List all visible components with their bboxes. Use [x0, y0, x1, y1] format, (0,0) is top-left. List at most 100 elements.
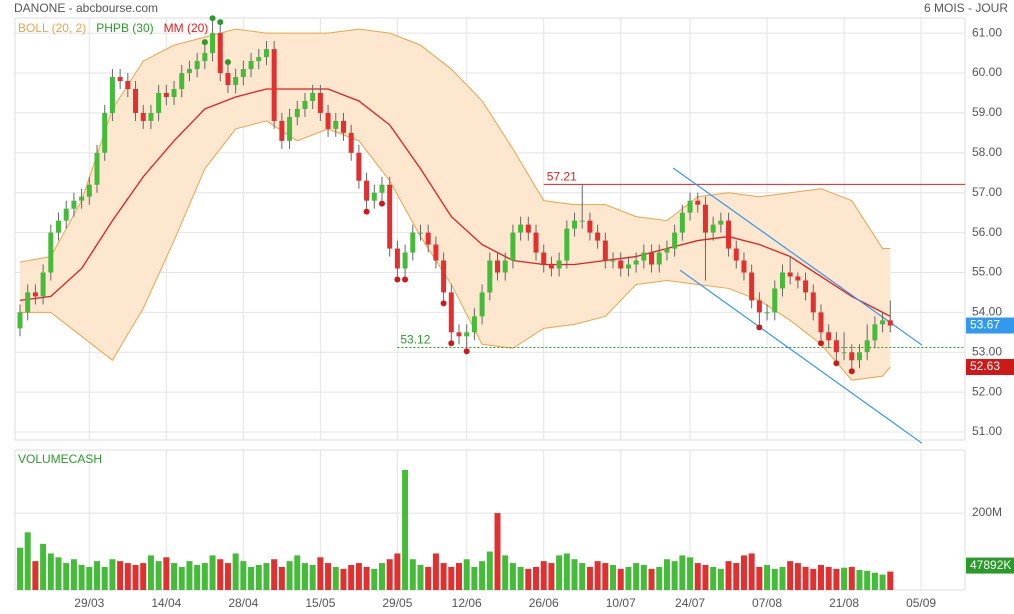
candle-body: [702, 204, 708, 233]
last-close-box: [966, 317, 1014, 334]
x-tick-label: 26/06: [529, 596, 559, 610]
candle-body: [402, 252, 408, 269]
candle-body: [718, 220, 724, 225]
candle-body: [140, 112, 146, 121]
candle-body: [279, 120, 285, 141]
candle-body: [864, 340, 870, 353]
volume-bar: [201, 563, 208, 590]
candle-body: [872, 324, 878, 341]
volume-bar: [448, 566, 455, 590]
candle-body: [240, 69, 246, 78]
candle-body: [94, 152, 100, 185]
candle-body: [32, 292, 38, 297]
candle-body: [79, 196, 85, 201]
candle-body: [163, 92, 169, 97]
y-tick-label: 53.00: [972, 344, 1002, 358]
volume-bar: [124, 563, 131, 590]
volume-bar: [286, 561, 293, 590]
candle-body: [433, 244, 439, 261]
candle-body: [741, 260, 747, 273]
phpb-low: [394, 276, 401, 283]
phpb-high: [224, 59, 231, 66]
candle-body: [256, 57, 262, 62]
volume-bar: [209, 555, 216, 590]
volume-bar: [47, 553, 54, 590]
volume-bar: [40, 543, 47, 590]
candle-body: [656, 252, 662, 265]
volume-bar: [802, 566, 809, 590]
volume-bar: [617, 568, 624, 590]
candle-body: [202, 53, 208, 62]
volume-bar: [101, 566, 108, 590]
volume-bar: [486, 551, 493, 590]
volume-bar: [263, 563, 270, 590]
volume-bar: [702, 565, 709, 590]
candle-body: [787, 272, 793, 277]
candle-body: [217, 33, 223, 74]
phpb-low: [463, 348, 470, 355]
candle-body: [541, 252, 547, 265]
candle-body: [410, 232, 416, 253]
candle-body: [779, 272, 785, 289]
volume-bar: [117, 561, 124, 590]
volume-bar: [733, 563, 740, 590]
candle-body: [649, 252, 655, 265]
candle-body: [263, 49, 269, 58]
candle-body: [179, 73, 185, 89]
candle-body: [502, 260, 508, 273]
candle-body: [618, 260, 624, 269]
phpb-high: [201, 39, 208, 46]
candle-body: [417, 232, 423, 234]
candle-body: [464, 332, 470, 337]
volume-bar: [355, 563, 362, 590]
candle-body: [294, 108, 300, 117]
candle-body: [356, 152, 362, 181]
y-tick-label: 51.00: [972, 424, 1002, 438]
candle-body: [633, 260, 639, 265]
y-tick-label: 56.00: [972, 225, 1002, 239]
candle-body: [525, 224, 531, 233]
volume-bar: [633, 563, 640, 590]
phpb-low: [402, 276, 409, 283]
candle-body: [710, 224, 716, 233]
candle-body: [302, 100, 308, 109]
candle-body: [48, 232, 54, 273]
candle-body: [171, 88, 177, 97]
y-tick-label: 59.00: [972, 105, 1002, 119]
candle-body: [479, 292, 485, 317]
candle-body: [826, 332, 832, 341]
volume-bar: [556, 555, 563, 590]
volume-bar: [55, 557, 62, 590]
band-lower: [20, 120, 891, 381]
volume-bar: [871, 572, 878, 590]
candle-body: [325, 112, 331, 129]
band-fill: [20, 29, 891, 381]
candle-body: [348, 132, 354, 153]
volume-bar: [240, 561, 247, 590]
candle-body: [371, 192, 377, 201]
candle-body: [487, 260, 493, 293]
volume-bar: [748, 553, 755, 590]
x-tick-label: 07/08: [752, 596, 782, 610]
y-tick-label: 52.00: [972, 384, 1002, 398]
candle-body: [148, 112, 154, 121]
volume-bar: [140, 563, 147, 590]
volume-bar: [594, 561, 601, 590]
volume-bar: [363, 566, 370, 590]
candle-body: [579, 220, 585, 222]
candle-body: [572, 220, 578, 229]
x-tick-label: 12/06: [452, 596, 482, 610]
volume-bar: [579, 563, 586, 590]
volume-bar: [810, 568, 817, 590]
phpb-low: [756, 324, 763, 331]
candle-body: [625, 264, 631, 269]
y-tick-label: 57.00: [972, 185, 1002, 199]
candle-body: [887, 320, 893, 326]
volume-bar: [378, 563, 385, 590]
candle-body: [679, 212, 685, 233]
candle-body: [133, 88, 139, 113]
volume-bar: [509, 563, 516, 590]
plot: [17, 15, 965, 590]
volume-bar: [32, 561, 39, 590]
volume-bar: [856, 570, 863, 590]
